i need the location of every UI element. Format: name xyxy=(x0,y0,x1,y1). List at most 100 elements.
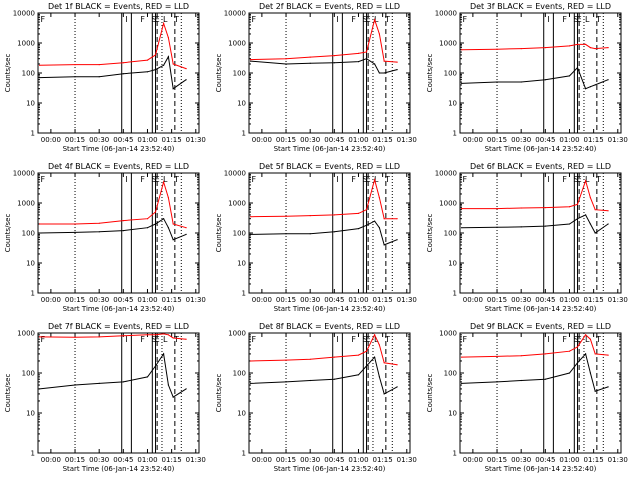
lld-data-point xyxy=(396,61,398,63)
events-data-point xyxy=(309,379,311,382)
lld-data-point xyxy=(378,197,380,199)
events-data-point xyxy=(365,58,368,60)
x-axis-label: Start Time (06-Jan-14 23:52:40) xyxy=(485,305,597,313)
x-tick-label: 01:15 xyxy=(162,136,182,144)
segment-marker-label: E xyxy=(577,15,582,24)
lld-data-point xyxy=(122,62,124,64)
events-series-line xyxy=(250,220,398,246)
segment-marker-label: S xyxy=(573,15,578,24)
segment-marker-label: I xyxy=(547,335,549,344)
events-data-point xyxy=(374,356,376,358)
events-data-point xyxy=(607,79,609,81)
y-tick-label: 100 xyxy=(444,230,457,238)
events-data-point xyxy=(378,227,380,229)
events-data-point xyxy=(172,88,174,90)
lld-data-point xyxy=(185,227,187,229)
segment-marker-label: F xyxy=(41,15,46,24)
lld-data-point xyxy=(163,22,165,24)
events-data-point xyxy=(585,353,587,355)
x-tick-label: 00:30 xyxy=(89,136,109,144)
events-data-point xyxy=(357,228,360,230)
lld-data-point xyxy=(172,223,174,225)
lld-data-point xyxy=(250,360,252,362)
events-data-point xyxy=(374,220,376,222)
lld-data-point xyxy=(167,334,169,336)
events-data-point xyxy=(461,382,463,384)
segment-marker-label: L xyxy=(585,335,590,344)
events-data-point xyxy=(74,384,76,386)
lld-data-point xyxy=(585,334,587,336)
x-tick-label: 01:30 xyxy=(608,296,628,304)
events-data-point xyxy=(568,223,571,225)
lld-data-point xyxy=(365,51,368,53)
chart-panel: Det 3f BLACK = Events, RED = LLD Counts/s… xyxy=(426,2,628,153)
events-data-point xyxy=(167,227,169,229)
y-tick-label: 10000 xyxy=(435,10,457,18)
x-tick-label: 00:45 xyxy=(535,136,555,144)
x-axis-label: Start Time (06-Jan-14 23:52:40) xyxy=(274,145,386,153)
x-tick-label: 01:00 xyxy=(137,296,157,304)
x-tick-label: 01:15 xyxy=(373,456,393,464)
x-axis-label: Start Time (06-Jan-14 23:52:40) xyxy=(63,145,175,153)
segment-marker-label: E xyxy=(366,175,371,184)
chart-panel: Det 5f BLACK = Events, RED = LLD Counts/s… xyxy=(215,162,417,313)
x-tick-label: 00:00 xyxy=(463,456,483,464)
lld-series-line xyxy=(461,43,609,51)
segment-marker-label: L xyxy=(163,175,168,184)
y-tick-label: 10 xyxy=(448,410,457,418)
events-data-point xyxy=(146,376,149,378)
events-data-point xyxy=(154,69,157,71)
lld-data-point xyxy=(383,218,385,220)
lld-data-point xyxy=(383,362,385,364)
x-tick-label: 01:15 xyxy=(373,136,393,144)
lld-data-point xyxy=(333,55,335,57)
lld-data-point xyxy=(607,210,609,212)
lld-data-point xyxy=(154,334,157,336)
lld-data-point xyxy=(544,47,546,49)
events-series-line xyxy=(39,352,187,398)
lld-data-point xyxy=(250,59,252,61)
lld-data-point xyxy=(594,353,596,355)
y-tick-label: 100 xyxy=(444,370,457,378)
lld-data-point xyxy=(122,220,124,222)
segment-marker-label: T xyxy=(595,15,601,24)
y-tick-label: 100 xyxy=(22,70,35,78)
segment-marker-label: I xyxy=(547,15,549,24)
events-data-point xyxy=(39,388,41,390)
lld-data-point xyxy=(576,43,579,46)
lld-data-point xyxy=(496,208,498,210)
lld-data-point xyxy=(607,47,609,49)
segment-marker-label: I xyxy=(336,175,338,184)
lld-data-point xyxy=(172,63,174,65)
x-tick-label: 01:00 xyxy=(348,456,368,464)
lld-data-point xyxy=(568,350,571,352)
events-data-point xyxy=(589,86,592,88)
events-data-point xyxy=(378,72,380,74)
x-tick-label: 00:15 xyxy=(487,456,507,464)
y-tick-label: 1000 xyxy=(17,40,35,48)
events-data-point xyxy=(154,365,157,367)
events-data-point xyxy=(98,382,100,384)
y-tick-label: 10000 xyxy=(13,170,35,178)
y-tick-label: 10000 xyxy=(435,170,457,178)
lld-data-point xyxy=(285,215,287,217)
events-series-line xyxy=(461,66,609,90)
events-data-point xyxy=(39,77,41,79)
y-tick-label: 1000 xyxy=(439,200,457,208)
lld-data-point xyxy=(589,338,592,340)
segment-marker-label: T xyxy=(384,175,390,184)
y-axis-label: Counts/sec xyxy=(215,214,223,253)
segment-marker-label: S xyxy=(362,335,367,344)
events-data-point xyxy=(544,225,546,227)
lld-data-point xyxy=(594,209,596,211)
x-axis-label: Start Time (06-Jan-14 23:52:40) xyxy=(63,305,175,313)
lld-series-line xyxy=(461,334,609,358)
events-data-point xyxy=(520,379,522,382)
chart-title: Det 2f BLACK = Events, RED = LLD xyxy=(259,2,400,11)
y-tick-label: 1 xyxy=(31,290,35,298)
events-data-point xyxy=(461,82,463,84)
y-tick-label: 100 xyxy=(233,370,246,378)
lld-data-point xyxy=(74,64,76,66)
y-tick-label: 10 xyxy=(448,260,457,268)
